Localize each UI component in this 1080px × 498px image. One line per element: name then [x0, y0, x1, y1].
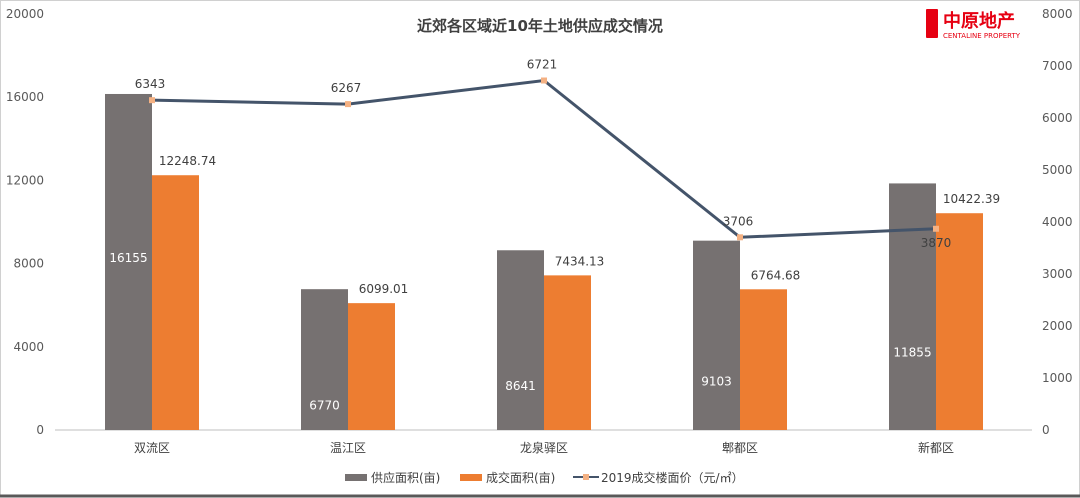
bar-deal: [348, 303, 395, 430]
bar-supply-label: 8641: [505, 379, 536, 393]
right-tick-label: 5000: [1042, 163, 1073, 177]
chart-title: 近郊各区域近10年土地供应成交情况: [417, 17, 663, 35]
bar-supply: [105, 93, 152, 430]
category-label: 双流区: [134, 441, 170, 455]
category-label: 温江区: [330, 441, 366, 455]
price-marker: [345, 101, 351, 108]
bar-deal-label: 7434.13: [555, 254, 605, 268]
price-marker: [149, 97, 155, 104]
logo: 中原地产 CENTALINE PROPERTY: [926, 9, 1021, 40]
right-tick-label: 8000: [1042, 7, 1073, 21]
left-tick-label: 0: [36, 423, 44, 437]
bar-deal: [544, 275, 591, 430]
bar-supply: [497, 250, 544, 430]
bar-supply-label: 11855: [893, 346, 931, 360]
legend-swatch: [345, 474, 367, 481]
right-tick-label: 1000: [1042, 371, 1073, 385]
bar-supply: [693, 240, 740, 430]
bar-deal-label: 12248.74: [159, 154, 216, 168]
left-tick-label: 16000: [6, 90, 44, 104]
bar-supply: [889, 183, 936, 430]
price-marker: [933, 225, 939, 232]
price-marker: [737, 234, 743, 241]
right-tick-label: 7000: [1042, 59, 1073, 73]
logo-en: CENTALINE PROPERTY: [943, 32, 1021, 40]
price-label: 6267: [331, 81, 362, 95]
price-label: 6721: [527, 58, 558, 72]
right-tick-label: 3000: [1042, 267, 1073, 281]
price-line: [151, 78, 937, 239]
right-tick-label: 6000: [1042, 111, 1073, 125]
left-tick-label: 8000: [13, 257, 44, 271]
right-tick-label: 4000: [1042, 215, 1073, 229]
legend-swatch: [460, 474, 482, 481]
bar-deal: [936, 213, 983, 430]
logo-cn: 中原地产: [943, 10, 1015, 32]
legend-label: 成交面积(亩): [486, 470, 555, 485]
bar-deal: [740, 289, 787, 430]
price-label: 6343: [135, 77, 166, 91]
price-label: 3706: [723, 214, 754, 228]
left-tick-label: 4000: [13, 340, 44, 354]
bar-supply-label: 16155: [109, 251, 147, 265]
legend-label: 2019成交楼面价（元/㎡）: [601, 470, 744, 485]
bar-deal-label: 6099.01: [359, 282, 409, 296]
logo-seal: [926, 9, 938, 38]
legend-marker: [583, 474, 589, 480]
bar-supply: [301, 289, 348, 430]
bar-deal-label: 6764.68: [751, 268, 801, 282]
price-label: 3870: [921, 236, 952, 250]
left-tick-label: 12000: [6, 173, 44, 187]
right-tick-label: 2000: [1042, 319, 1073, 333]
category-label: 龙泉驿区: [520, 441, 568, 455]
bar-supply-label: 6770: [309, 399, 340, 413]
bar-supply-label: 9103: [701, 374, 732, 388]
legend-label: 供应面积(亩): [371, 470, 440, 485]
category-label: 新都区: [918, 440, 954, 455]
left-tick-label: 20000: [6, 7, 44, 21]
category-label: 郫都区: [722, 440, 758, 455]
right-tick-label: 0: [1042, 423, 1050, 437]
price-marker: [541, 77, 547, 84]
bar-deal: [152, 175, 199, 430]
bar-deal-label: 10422.39: [943, 192, 1000, 206]
